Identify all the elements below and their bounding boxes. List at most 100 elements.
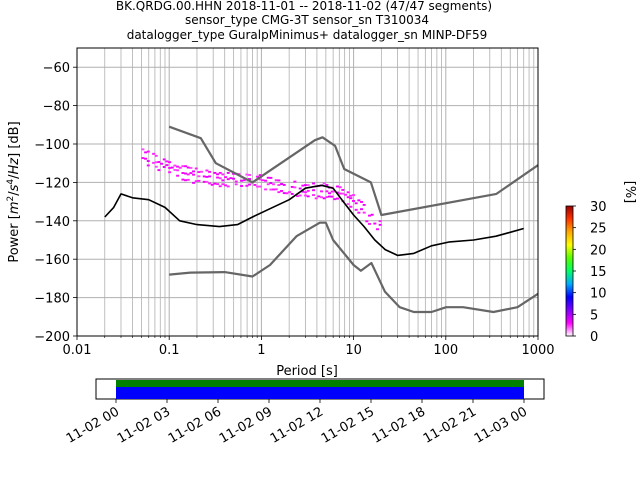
psd-cell [306,195,310,198]
x-tick-label: 100 [433,343,458,358]
y-label-part: Power [ [7,214,22,263]
psd-cell [344,193,348,196]
psd-cell [320,190,324,193]
psd-cell [282,183,286,186]
psd-cell [306,184,310,187]
colorbar-label: [%] [622,181,637,204]
timeline-bar [116,380,524,387]
y-tick-label: −120 [34,176,70,191]
y-label-part: 2 [6,196,16,202]
psd-cell [320,196,324,199]
psd-cell [234,183,238,186]
psd-cell [234,180,238,183]
psd-cell [328,195,332,198]
psd-cell [338,192,342,195]
psd-cell [360,200,363,203]
psd-cell [336,191,340,194]
psd-cell [336,185,340,188]
psd-cell [352,194,355,197]
psd-cell [325,190,329,193]
psd-cell [349,197,353,200]
y-label-part: Hz [7,157,22,175]
psd-cell [168,171,172,174]
y-tick-label: −140 [34,215,70,230]
psd-cell [218,185,222,188]
psd-cell [272,188,276,191]
psd-cell [146,160,150,162]
y-label-part: m [7,201,22,214]
psd-cell [184,172,188,175]
psd-cell [277,191,281,194]
psd-cell [277,179,281,182]
psd-cell [240,185,244,187]
psd-cell [322,197,326,200]
psd-cell [224,176,228,179]
psd-cell [168,166,172,169]
psd-cell [176,169,180,172]
colorbar-tick-label: 15 [590,265,607,280]
psd-cell [226,178,230,181]
grid [77,48,538,336]
psd-cell [213,171,217,174]
psd-cell [336,197,340,200]
timeline-tick-label: 11-02 00 [64,404,122,446]
psd-cell [192,173,196,176]
psd-cell [221,183,225,186]
psd-cell [186,178,190,181]
psd-cell [152,152,156,155]
y-label-part: / [7,174,22,179]
colorbar-tick-label: 25 [590,222,607,237]
psd-cell [141,148,145,151]
psd-cell [224,184,228,187]
psd-cell [205,169,209,172]
psd-cell [186,173,190,176]
psd-cell [146,164,150,167]
psd-cell [280,190,284,192]
psd-cell [301,190,305,193]
x-tick-label: 0.1 [159,343,180,358]
x-tick-label: 0.01 [63,343,92,358]
psd-cell [154,154,158,157]
psd-cell [354,202,358,205]
timeline-tick-label: 11-02 18 [370,404,428,446]
psd-cell [274,188,278,191]
psd-cell [330,195,334,198]
psd-cell [210,183,214,186]
psd-cell [208,170,212,173]
psd-cell [216,183,220,186]
psd-cell [357,211,361,214]
psd-cell [266,176,270,179]
psd-cell [173,168,177,171]
psd-cell [261,179,265,182]
psd-cell [317,195,321,198]
psd-cell [298,187,302,190]
psd-cell [269,188,273,191]
psd-cell [330,190,334,193]
psd-cell [184,165,188,168]
y-tick-label: −100 [34,138,70,153]
psd-cell [277,184,281,187]
psd-cell [216,176,220,179]
psd-cell [141,157,145,160]
psd-cell [293,180,297,183]
psd-cell [325,196,329,199]
colorbar-tick-label: 5 [590,308,598,323]
psd-cell [218,171,222,174]
psd-cell [245,184,249,187]
timeline-tick-label: 11-02 03 [115,404,173,446]
psd-cell [245,173,249,176]
psd-cell [253,183,257,186]
psd-cell [312,182,316,185]
psd-cell [202,175,206,178]
x-axis-label: Period [s] [276,364,338,379]
psd-cell [221,179,225,182]
timeline-tick-label: 11-02 12 [268,404,326,446]
psd-cell [184,179,188,182]
psd-cell [200,170,204,173]
timeline-bars [116,380,524,399]
colorbar-tick-label: 10 [590,287,607,302]
psd-cell [352,199,355,202]
chart-title-line-3: datalogger_type GuralpMinimus+ datalogge… [127,28,488,42]
psd-cell [248,174,252,176]
